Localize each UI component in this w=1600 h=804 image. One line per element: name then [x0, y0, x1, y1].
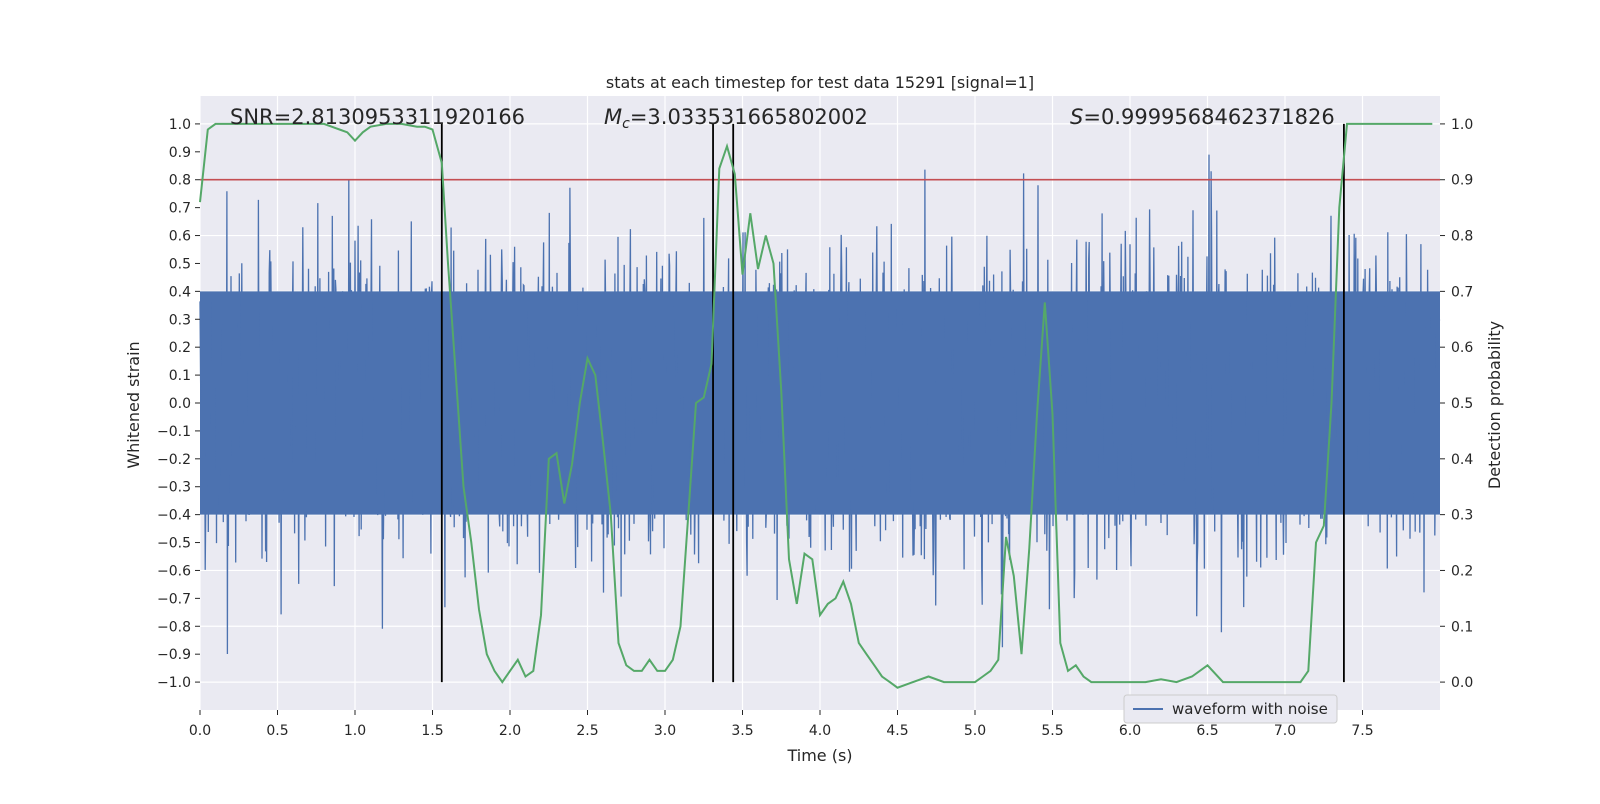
legend: waveform with noise [1123, 694, 1338, 724]
y-tick-label: −0.1 [157, 424, 191, 440]
x-tick-label: 0.0 [189, 723, 211, 739]
y-tick-label: −0.3 [157, 480, 191, 496]
x-tick-label: 1.0 [344, 723, 366, 739]
y-tick-label: 0.2 [169, 340, 191, 356]
y-tick-label: 0.5 [169, 256, 191, 272]
chirp-mass-symbol: M [604, 105, 622, 129]
x-tick-label: 5.5 [1041, 723, 1063, 739]
y-tick-label: −0.9 [157, 647, 191, 663]
chirp-mass-subscript: c [622, 116, 630, 132]
y-right-tick-label: 0.0 [1451, 675, 1473, 691]
y-tick-label: 0.8 [169, 173, 191, 189]
y-tick-label: 0.0 [169, 396, 191, 412]
y-right-tick-label: 0.2 [1451, 563, 1473, 579]
y-tick-label: −0.4 [157, 508, 191, 524]
y-tick-label: −0.6 [157, 563, 191, 579]
x-tick-label: 2.0 [499, 723, 521, 739]
x-tick-label: 4.5 [886, 723, 908, 739]
significance-annotation: S=0.9999568462371826 [1070, 105, 1335, 129]
x-tick-label: 1.5 [421, 723, 443, 739]
ticks: 0.0 0.5 1.0 1.5 2.0 2.5 3.0 3.5 4.0 4.5 5.0 5.5 6.0 6… [157, 117, 1473, 739]
y-right-tick-label: 0.3 [1451, 508, 1473, 524]
y-right-tick-label: 0.4 [1451, 452, 1473, 468]
chirp-mass-value: =3.033531665802002 [630, 105, 868, 129]
y-tick-label: −0.2 [157, 452, 191, 468]
y-tick-label: 1.0 [169, 117, 191, 133]
y-tick-label: 0.4 [169, 284, 191, 300]
x-tick-label: 3.0 [654, 723, 676, 739]
y-axis-label: Whitened strain [124, 341, 143, 468]
snr-annotation: SNR=2.8130953311920166 [230, 105, 525, 129]
x-tick-label: 7.5 [1351, 723, 1373, 739]
y-right-tick-label: 0.6 [1451, 340, 1473, 356]
significance-symbol: S [1070, 105, 1083, 129]
y-right-tick-label: 0.9 [1451, 173, 1473, 189]
x-tick-label: 6.0 [1119, 723, 1141, 739]
x-tick-label: 3.5 [731, 723, 753, 739]
y-tick-label: 0.3 [169, 312, 191, 328]
legend-label: waveform with noise [1172, 700, 1328, 718]
x-tick-label: 4.0 [809, 723, 831, 739]
x-tick-label: 7.0 [1274, 723, 1296, 739]
significance-value: =0.9999568462371826 [1083, 105, 1334, 129]
y-right-tick-label: 1.0 [1451, 117, 1473, 133]
y-tick-label: 0.6 [169, 229, 191, 245]
x-axis-label: Time (s) [786, 746, 852, 765]
x-tick-label: 5.0 [964, 723, 986, 739]
x-tick-label: 2.5 [576, 723, 598, 739]
chart-title: stats at each timestep for test data 152… [606, 73, 1034, 92]
y-right-tick-label: 0.7 [1451, 284, 1473, 300]
y-axis-right-label: Detection probability [1485, 321, 1504, 489]
vertical-markers [440, 123, 1345, 683]
y-right-tick-label: 0.8 [1451, 229, 1473, 245]
detection-probability-line [199, 122, 1433, 689]
x-tick-label: 0.5 [266, 723, 288, 739]
y-right-tick-label: 0.1 [1451, 619, 1473, 635]
y-tick-label: 0.7 [169, 201, 191, 217]
y-tick-label: 0.9 [169, 145, 191, 161]
x-tick-label: 6.5 [1196, 723, 1218, 739]
y-right-tick-label: 0.5 [1451, 396, 1473, 412]
y-tick-label: 0.1 [169, 368, 191, 384]
y-tick-label: −0.8 [157, 619, 191, 635]
waveform-series [199, 154, 1441, 655]
legend-box [1123, 694, 1338, 724]
y-tick-label: −0.7 [157, 591, 191, 607]
waveform-line [199, 154, 1441, 655]
chirp-mass-annotation: Mc=3.033531665802002 [604, 105, 868, 132]
y-tick-label: −1.0 [157, 675, 191, 691]
y-tick-label: −0.5 [157, 536, 191, 552]
